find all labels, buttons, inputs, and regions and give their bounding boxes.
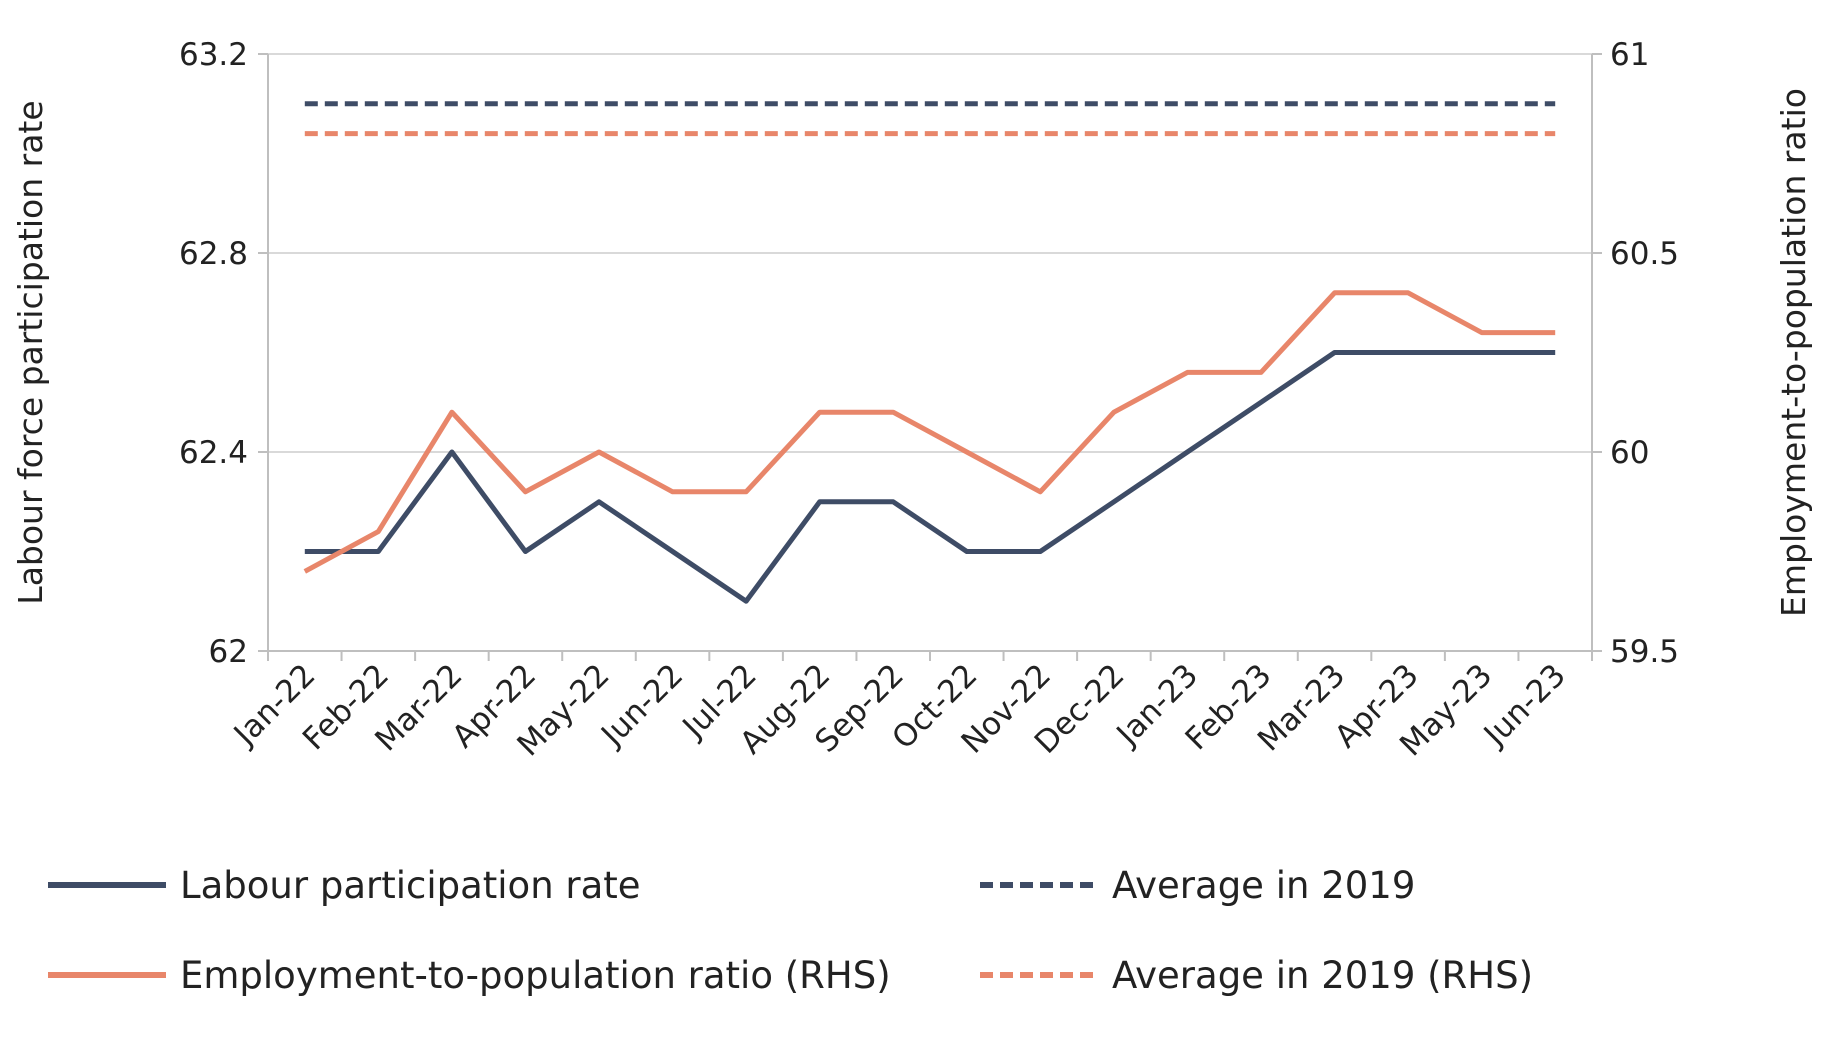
- left-y-tick-label: 62.4: [179, 435, 248, 471]
- x-tick-labels: Jan-22Feb-22Mar-22Apr-22May-22Jun-22Jul-…: [226, 657, 1573, 763]
- legend: Labour participation rate Average in 2019…: [48, 864, 1533, 997]
- legend-label: Average in 2019 (RHS): [1112, 954, 1533, 997]
- series-line-1-labour-participation-rate: [304, 350, 1556, 604]
- gridlines: [268, 53, 1592, 453]
- right-y-tick-label: 59.5: [1610, 634, 1679, 670]
- left-y-tick-label: 62: [209, 634, 248, 670]
- legend-label: Employment-to-population ratio (RHS): [180, 954, 891, 997]
- right-y-tick-label: 60: [1610, 435, 1649, 471]
- legend-item: Employment-to-population ratio (RHS): [48, 954, 891, 997]
- legend-label: Labour participation rate: [180, 864, 641, 907]
- axes: [258, 53, 1602, 661]
- series-lines: [303, 101, 1556, 604]
- left-y-tick-label: 63.2: [179, 37, 248, 73]
- right-y-axis-title: Employment-to-population ratio: [1774, 88, 1813, 617]
- legend-item: Average in 2019: [980, 864, 1415, 907]
- right-y-tick-labels: 59.5 60 60.5 61: [1610, 37, 1679, 670]
- x-tick-label: Jun-23: [1476, 657, 1573, 754]
- left-y-tick-label: 62.8: [179, 236, 248, 272]
- legend-item: Labour participation rate: [48, 864, 641, 907]
- x-tick-label: Jun-22: [593, 657, 690, 754]
- series-line-3-employment-to-population-ratio-rhs: [303, 290, 1556, 574]
- right-y-tick-label: 60.5: [1610, 236, 1679, 272]
- left-y-tick-labels: 62 62.4 62.8 63.2: [179, 37, 248, 670]
- legend-item: Average in 2019 (RHS): [980, 954, 1533, 997]
- left-y-axis-title: Labour force participation rate: [11, 100, 50, 604]
- right-y-tick-label: 61: [1610, 37, 1649, 73]
- legend-label: Average in 2019: [1112, 864, 1415, 907]
